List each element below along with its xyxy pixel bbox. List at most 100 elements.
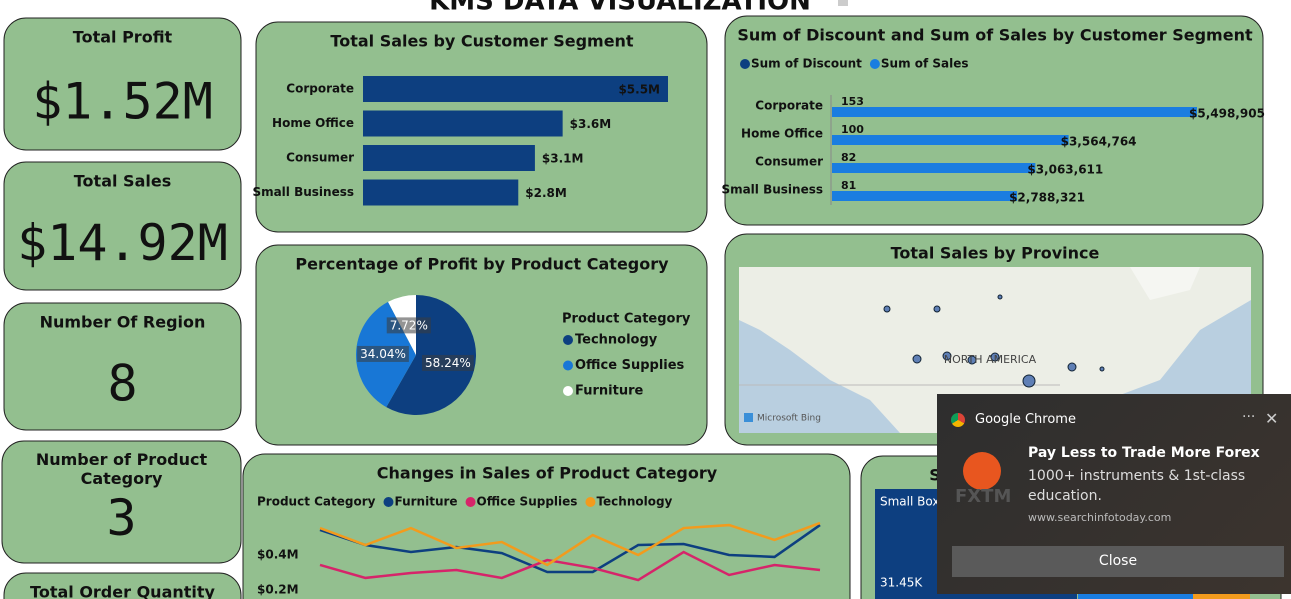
y-tick-label: $0.2M: [257, 583, 299, 597]
bar: [832, 191, 1018, 201]
chart-title: Sum of Discount and Sum of Sales by Cust…: [737, 26, 1253, 45]
notification-title: Pay Less to Trade More Forex: [1028, 445, 1260, 461]
series-line: [319, 521, 821, 567]
panel: [255, 244, 708, 446]
legend-label: Furniture: [575, 384, 643, 399]
value-label: 100: [841, 123, 864, 136]
kpi-label: Total Profit: [73, 28, 173, 47]
kpi-value: $14.92M: [17, 214, 228, 272]
bar: [832, 163, 1036, 173]
value-label: 153: [841, 95, 864, 108]
legend-label: Office Supplies: [477, 495, 578, 509]
panel: [3, 17, 242, 151]
value-label: $3,564,764: [1061, 135, 1137, 149]
category-label: Corporate: [755, 99, 823, 113]
cell-label: Small Box: [880, 495, 939, 509]
legend-label: Sum of Discount: [751, 57, 862, 71]
map-bubble: [997, 294, 1003, 300]
bing-logo: [744, 413, 753, 422]
bar: [363, 76, 668, 102]
legend-label: Technology: [596, 495, 672, 509]
legend-dot: [563, 386, 573, 396]
legend-dot: [563, 360, 573, 371]
value-label: $2.8M: [525, 186, 567, 200]
category-label: Consumer: [755, 155, 823, 169]
slice-label: 34.04%: [360, 347, 406, 361]
value-label: $3,063,611: [1027, 163, 1103, 177]
legend-dot: [563, 335, 573, 345]
chart-title: S: [929, 466, 941, 485]
map-bubble: [942, 351, 952, 361]
kpi-label: Number of Product Category: [36, 450, 208, 488]
map-bubble: [990, 352, 1000, 362]
kpi-value: 3: [106, 489, 136, 547]
legend-dot: [585, 497, 596, 507]
map-bubble: [1099, 366, 1105, 372]
chart-title: Changes in Sales of Product Category: [377, 464, 718, 483]
value-label: $5,498,905: [1189, 107, 1265, 121]
category-label: Corporate: [286, 82, 354, 96]
map-bubble: [912, 354, 922, 364]
panel: [3, 572, 242, 599]
chrome-icon: [951, 413, 965, 427]
category-label: Small Business: [721, 183, 823, 197]
bar: [363, 145, 535, 171]
slice-label-bg: [357, 345, 409, 362]
title-marker: [838, 0, 848, 6]
page-title: KMS DATA VISUALIZATION: [429, 0, 811, 17]
panel: [3, 161, 242, 291]
notification-body: 1000+ instruments & 1st-class education.: [1028, 468, 1246, 504]
panel: [242, 453, 851, 599]
series-line: [319, 550, 821, 582]
value-label: 82: [841, 151, 856, 164]
value-label: $2,788,321: [1009, 191, 1085, 205]
y-tick-label: $0.4M: [257, 548, 299, 562]
bar: [363, 179, 519, 206]
category-label: Consumer: [286, 151, 354, 165]
notification-url: www.searchinfotoday.com: [1028, 511, 1172, 524]
kpi-value: $1.52M: [32, 73, 213, 131]
series-line: [319, 524, 821, 574]
chrome-notification: Google Chrome ··· ✕ FXTM Pay Less to Tra…: [937, 394, 1291, 594]
bar: [832, 107, 1197, 117]
legend-title: Product Category: [562, 312, 691, 327]
panel: [1, 440, 242, 564]
kpi-label: Total Order Quantity: [30, 583, 216, 599]
slice-label: 7.72%: [390, 318, 428, 332]
map-bubble: [933, 305, 941, 313]
map-land-north: [1130, 267, 1200, 300]
map-bubble: [967, 355, 977, 365]
legend-label: Office Supplies: [575, 358, 685, 373]
map-bubble: [1067, 362, 1077, 372]
legend-label: Technology: [575, 333, 658, 348]
map-credit: Microsoft Bing: [757, 414, 821, 424]
slice-label: 58.24%: [425, 356, 471, 370]
close-button[interactable]: Close: [952, 546, 1284, 577]
value-label: $5.5M: [618, 83, 660, 97]
panel: [3, 302, 242, 431]
kpi-label: Number Of Region: [40, 313, 206, 332]
map-bubble: [1022, 374, 1036, 388]
logo-circle: [963, 452, 1001, 490]
kpi-label-line: Number of Product: [36, 450, 208, 469]
kpi-value: 8: [107, 354, 137, 412]
legend-label: Furniture: [394, 495, 457, 509]
legend-dot: [740, 59, 750, 69]
value-label: 81: [841, 179, 856, 192]
app-name: Google Chrome: [975, 412, 1076, 427]
more-button[interactable]: ···: [1242, 409, 1256, 425]
kpi-label: Total Sales: [74, 172, 171, 191]
dismiss-button[interactable]: ✕: [1265, 409, 1279, 428]
bar: [832, 135, 1069, 145]
value-label: $3.6M: [570, 117, 612, 131]
kpi-label-line: Category: [81, 469, 163, 488]
chart-title: Total Sales by Province: [891, 244, 1100, 263]
legend-dot: [869, 59, 880, 69]
legend-label: Sum of Sales: [881, 57, 969, 71]
legend-dot: [465, 497, 476, 507]
slice-label-bg: [386, 317, 431, 334]
treemap-cell: [1193, 589, 1250, 599]
category-label: Home Office: [272, 116, 354, 130]
